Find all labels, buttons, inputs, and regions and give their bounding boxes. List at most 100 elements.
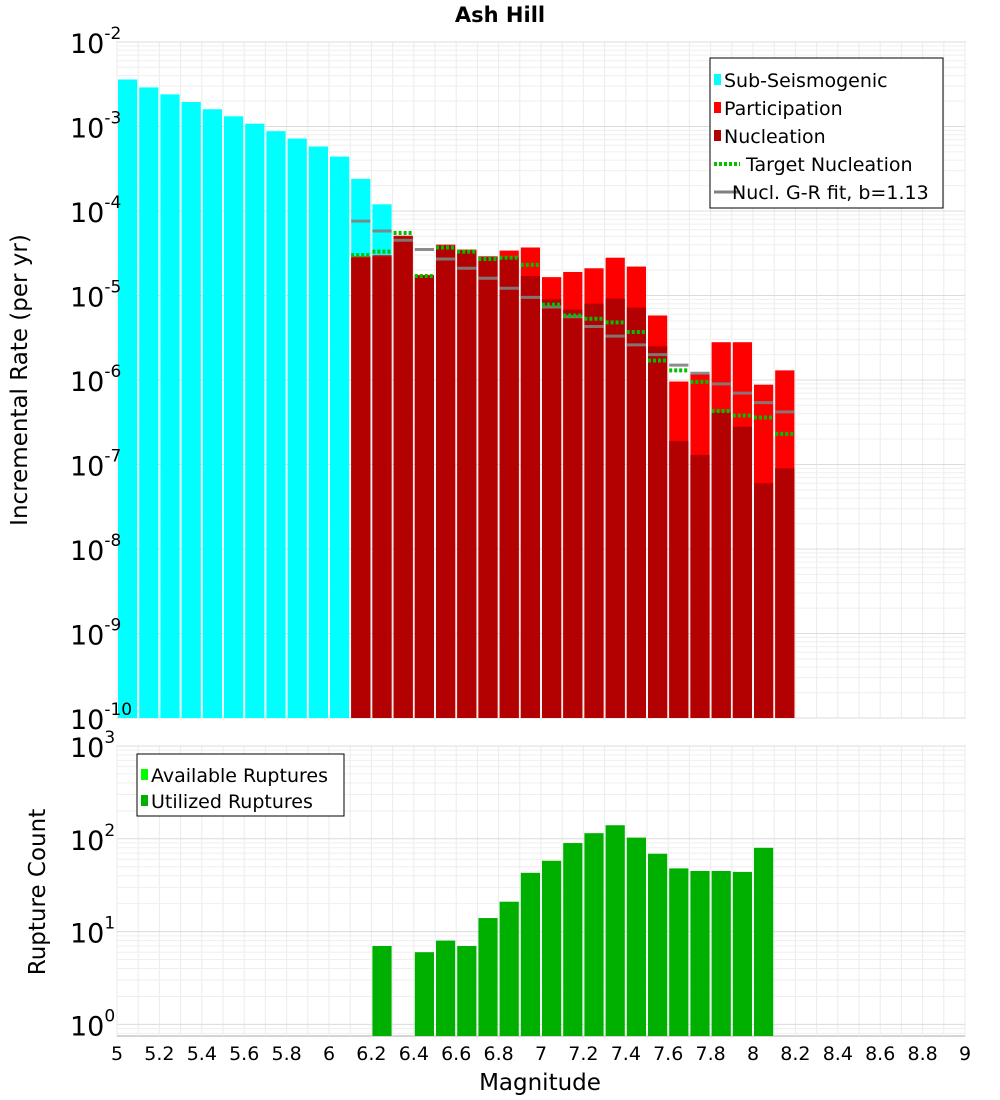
x-tick-label: 8.2 bbox=[780, 1043, 810, 1065]
count-legend-box bbox=[136, 753, 345, 817]
count-y-tick-label: 103 bbox=[70, 728, 115, 764]
sub-seismogenic-bar bbox=[224, 116, 244, 718]
count-plot-x-ticks: 5 5.2 5.4 5.6 5.8 6 6.2 6.4 6.6 6.8 7 7.2 7.4 7.6 7.8 8… bbox=[111, 1043, 971, 1065]
utilized-ruptures-bar bbox=[457, 945, 477, 1036]
x-tick-label: 5.4 bbox=[187, 1043, 217, 1065]
x-tick-label: 5.8 bbox=[271, 1043, 301, 1065]
count-legend-label: Utilized Ruptures bbox=[151, 791, 313, 813]
count-y-axis-label: Rupture Count bbox=[25, 809, 51, 975]
sub-seismogenic-bar bbox=[245, 123, 265, 719]
nucleation-bar bbox=[732, 426, 752, 718]
x-tick-label: 6 bbox=[323, 1043, 335, 1065]
count-legend-label: Available Ruptures bbox=[151, 765, 328, 787]
count-plot-bars bbox=[372, 825, 774, 1036]
utilized-ruptures-bar bbox=[648, 853, 668, 1036]
utilized-ruptures-bar bbox=[669, 868, 689, 1036]
utilized-ruptures-bar bbox=[414, 952, 434, 1036]
rate-y-tick-label: 10-4 bbox=[70, 193, 121, 229]
rate-y-tick-label: 10-2 bbox=[70, 24, 121, 60]
nucleation-bar bbox=[669, 440, 689, 718]
rate-y-tick-label: 10-5 bbox=[70, 278, 121, 314]
x-axis-label: Magnitude bbox=[479, 1070, 601, 1096]
count-legend-swatch bbox=[141, 769, 148, 780]
rate-y-axis-label: Incremental Rate (per yr) bbox=[7, 234, 33, 526]
nucleation-bar bbox=[626, 307, 646, 718]
nucleation-bar bbox=[499, 257, 519, 718]
rate-y-tick-label: 10-8 bbox=[70, 531, 121, 567]
sub-seismogenic-bar bbox=[181, 101, 201, 719]
rate-plot-bars bbox=[118, 79, 795, 719]
count-legend-swatch bbox=[141, 795, 148, 806]
count-plot: 103 102 101 100 5 5.2 5.4 5.6 5.8 6 6.2 6.4 6.6 6.8 7… bbox=[25, 728, 971, 1096]
rate-legend-label: Sub-Seismogenic bbox=[724, 70, 888, 92]
x-tick-label: 6.6 bbox=[441, 1043, 471, 1065]
rate-y-tick-label: 10-7 bbox=[70, 447, 121, 483]
nucleation-bar bbox=[351, 257, 371, 718]
nucleation-bar bbox=[711, 411, 731, 718]
sub-seismogenic-bar bbox=[266, 131, 286, 718]
sub-seismogenic-bar bbox=[139, 87, 159, 718]
sub-seismogenic-bar bbox=[287, 138, 307, 718]
utilized-ruptures-bar bbox=[605, 825, 625, 1036]
nucleation-bar bbox=[478, 256, 498, 718]
nucleation-bar bbox=[648, 346, 668, 718]
rate-legend-label: Nucleation bbox=[724, 126, 826, 148]
x-tick-label: 8 bbox=[747, 1043, 759, 1065]
sub-seismogenic-bar bbox=[330, 156, 350, 719]
x-tick-label: 7.2 bbox=[568, 1043, 598, 1065]
x-tick-label: 7 bbox=[535, 1043, 547, 1065]
nucleation-bar bbox=[542, 299, 562, 718]
utilized-ruptures-bar bbox=[711, 870, 731, 1036]
sub-seismogenic-bar bbox=[202, 109, 222, 719]
rate-y-tick-label: 10-10 bbox=[70, 700, 132, 736]
sub-seismogenic-bar bbox=[160, 94, 180, 719]
utilized-ruptures-bar bbox=[436, 940, 456, 1036]
rate-plot: 10-2 10-3 10-4 10-5 10-6 10-7 10-8 10-9 10-10 In… bbox=[7, 24, 966, 736]
x-tick-label: 7.8 bbox=[695, 1043, 725, 1065]
utilized-ruptures-bar bbox=[732, 871, 752, 1036]
rate-plot-y-ticks: 10-2 10-3 10-4 10-5 10-6 10-7 10-8 10-9 10-10 bbox=[70, 24, 132, 736]
rate-legend-label: Nucl. G-R fit, b=1.13 bbox=[732, 182, 929, 204]
count-plot-y-ticks: 103 102 101 100 bbox=[70, 728, 115, 1042]
nucleation-bar bbox=[605, 298, 625, 718]
rate-legend-box bbox=[709, 57, 944, 209]
x-tick-label: 8.6 bbox=[865, 1043, 895, 1065]
count-y-tick-label: 101 bbox=[70, 914, 115, 950]
utilized-ruptures-bar bbox=[499, 901, 519, 1036]
count-y-tick-label: 100 bbox=[70, 1006, 115, 1042]
utilized-ruptures-bar bbox=[584, 833, 604, 1036]
utilized-ruptures-bar bbox=[563, 843, 583, 1036]
utilized-ruptures-bar bbox=[690, 870, 710, 1036]
rate-legend-swatch bbox=[714, 130, 721, 141]
rate-legend-label: Participation bbox=[724, 98, 843, 120]
x-tick-label: 5 bbox=[111, 1043, 123, 1065]
x-tick-label: 5.6 bbox=[229, 1043, 259, 1065]
rate-legend: Sub-Seismogenic Participation Nucleation Ta… bbox=[709, 57, 944, 209]
x-tick-label: 8.4 bbox=[823, 1043, 853, 1065]
utilized-ruptures-bar bbox=[626, 837, 646, 1036]
rate-y-tick-label: 10-6 bbox=[70, 362, 121, 398]
sub-seismogenic-bar bbox=[118, 79, 138, 719]
nucleation-bar bbox=[520, 276, 540, 718]
x-tick-label: 6.2 bbox=[356, 1043, 386, 1065]
sub-seismogenic-bar bbox=[308, 146, 328, 718]
nucleation-bar bbox=[584, 303, 604, 718]
x-tick-label: 5.2 bbox=[144, 1043, 174, 1065]
rate-legend-swatch bbox=[714, 74, 721, 85]
nucleation-bar bbox=[457, 250, 477, 718]
x-tick-label: 9 bbox=[959, 1043, 971, 1065]
count-y-tick-label: 102 bbox=[70, 821, 115, 857]
nucleation-bar bbox=[393, 236, 413, 719]
x-tick-label: 7.6 bbox=[653, 1043, 683, 1065]
nucleation-bar bbox=[414, 276, 434, 718]
rate-y-tick-label: 10-3 bbox=[70, 109, 121, 145]
rate-y-tick-label: 10-9 bbox=[70, 616, 121, 652]
x-tick-label: 6.8 bbox=[483, 1043, 513, 1065]
rate-legend-swatch bbox=[714, 102, 721, 113]
nucleation-bar bbox=[754, 483, 774, 718]
utilized-ruptures-bar bbox=[542, 860, 562, 1036]
rate-plot-lines bbox=[351, 219, 795, 436]
count-legend: Available Ruptures Utilized Ruptures bbox=[136, 753, 345, 817]
utilized-ruptures-bar bbox=[478, 918, 498, 1036]
